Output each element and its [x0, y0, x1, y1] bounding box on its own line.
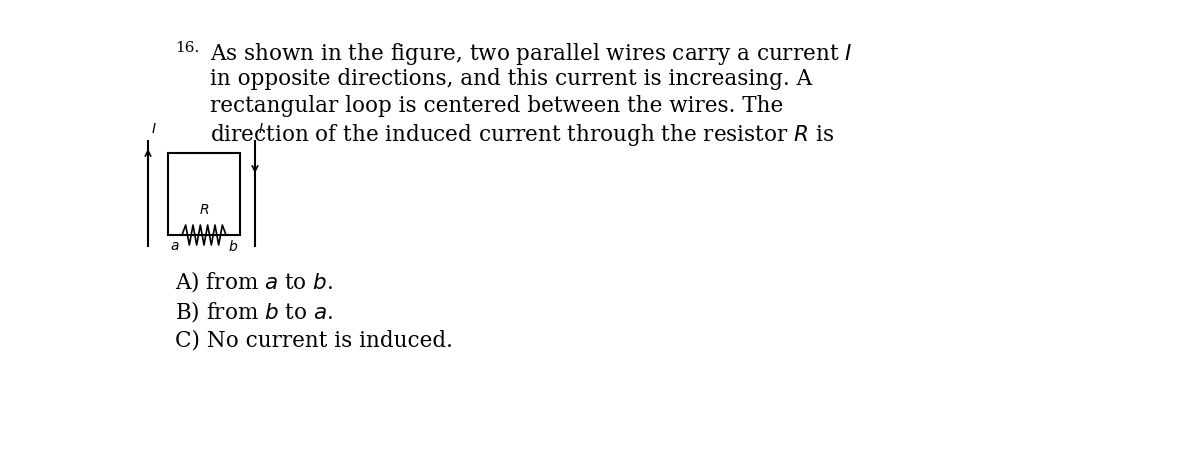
- Text: $I$: $I$: [258, 122, 264, 136]
- Text: $b$: $b$: [228, 239, 238, 254]
- Text: rectangular loop is centered between the wires. The: rectangular loop is centered between the…: [210, 95, 784, 117]
- Text: $a$: $a$: [170, 239, 180, 253]
- Text: C) No current is induced.: C) No current is induced.: [175, 329, 452, 351]
- Text: B) from $b$ to $a$.: B) from $b$ to $a$.: [175, 299, 334, 324]
- Text: $I$: $I$: [151, 122, 157, 136]
- Text: As shown in the figure, two parallel wires carry a current $I$: As shown in the figure, two parallel wir…: [210, 41, 852, 67]
- Text: direction of the induced current through the resistor $R$ is: direction of the induced current through…: [210, 122, 834, 148]
- Bar: [168, 153, 240, 235]
- Text: in opposite directions, and this current is increasing. A: in opposite directions, and this current…: [210, 68, 812, 90]
- Text: $R$: $R$: [199, 203, 209, 217]
- Text: 16.: 16.: [175, 41, 199, 55]
- Text: A) from $a$ to $b$.: A) from $a$ to $b$.: [175, 269, 334, 294]
